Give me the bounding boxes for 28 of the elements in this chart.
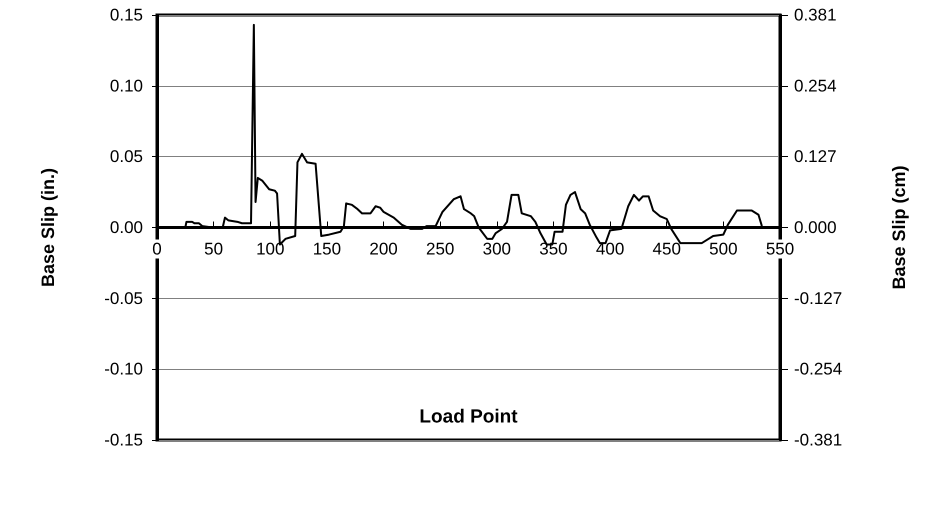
x-tick-label: 300	[482, 240, 512, 258]
x-axis-title: Load Point	[419, 406, 518, 428]
y2-tick-label: -0.381	[794, 430, 842, 450]
x-tick-label: 0	[152, 240, 162, 258]
y2-axis-title: Base Slip (cm)	[889, 165, 909, 290]
x-tick-label: 150	[312, 240, 342, 258]
y-tick-label: -0.10	[104, 360, 143, 379]
y2-tick-label: -0.127	[794, 288, 842, 308]
x-tick-label: 400	[596, 240, 624, 258]
x-tick-label: 50	[204, 240, 224, 258]
y-tick-label: 0.00	[110, 218, 143, 237]
x-tick-label: 550	[766, 240, 794, 258]
y-axis-title: Base Slip (in.)	[38, 168, 58, 288]
y-tick-label: -0.05	[104, 288, 143, 308]
y-tick-label: 0.10	[110, 76, 143, 96]
x-tick-label: 200	[369, 240, 398, 258]
y2-tick-label: 0.381	[794, 6, 837, 24]
y2-tick-label: 0.127	[794, 147, 837, 166]
y2-tick-label: -0.254	[794, 360, 842, 379]
x-tick-label: 100	[256, 240, 284, 258]
y2-tick-label: 0.254	[794, 76, 837, 96]
x-tick-label: 500	[709, 240, 738, 258]
x-tick-label: 450	[652, 240, 681, 258]
y2-tick-label: 0.000	[794, 218, 837, 237]
x-tick-label: 250	[426, 240, 454, 258]
y-tick-label: -0.15	[104, 430, 143, 450]
y-tick-label: 0.05	[110, 147, 143, 166]
y-tick-label: 0.15	[110, 6, 143, 24]
